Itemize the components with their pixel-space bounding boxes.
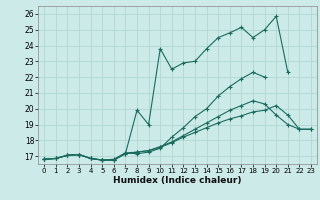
X-axis label: Humidex (Indice chaleur): Humidex (Indice chaleur) bbox=[113, 176, 242, 185]
